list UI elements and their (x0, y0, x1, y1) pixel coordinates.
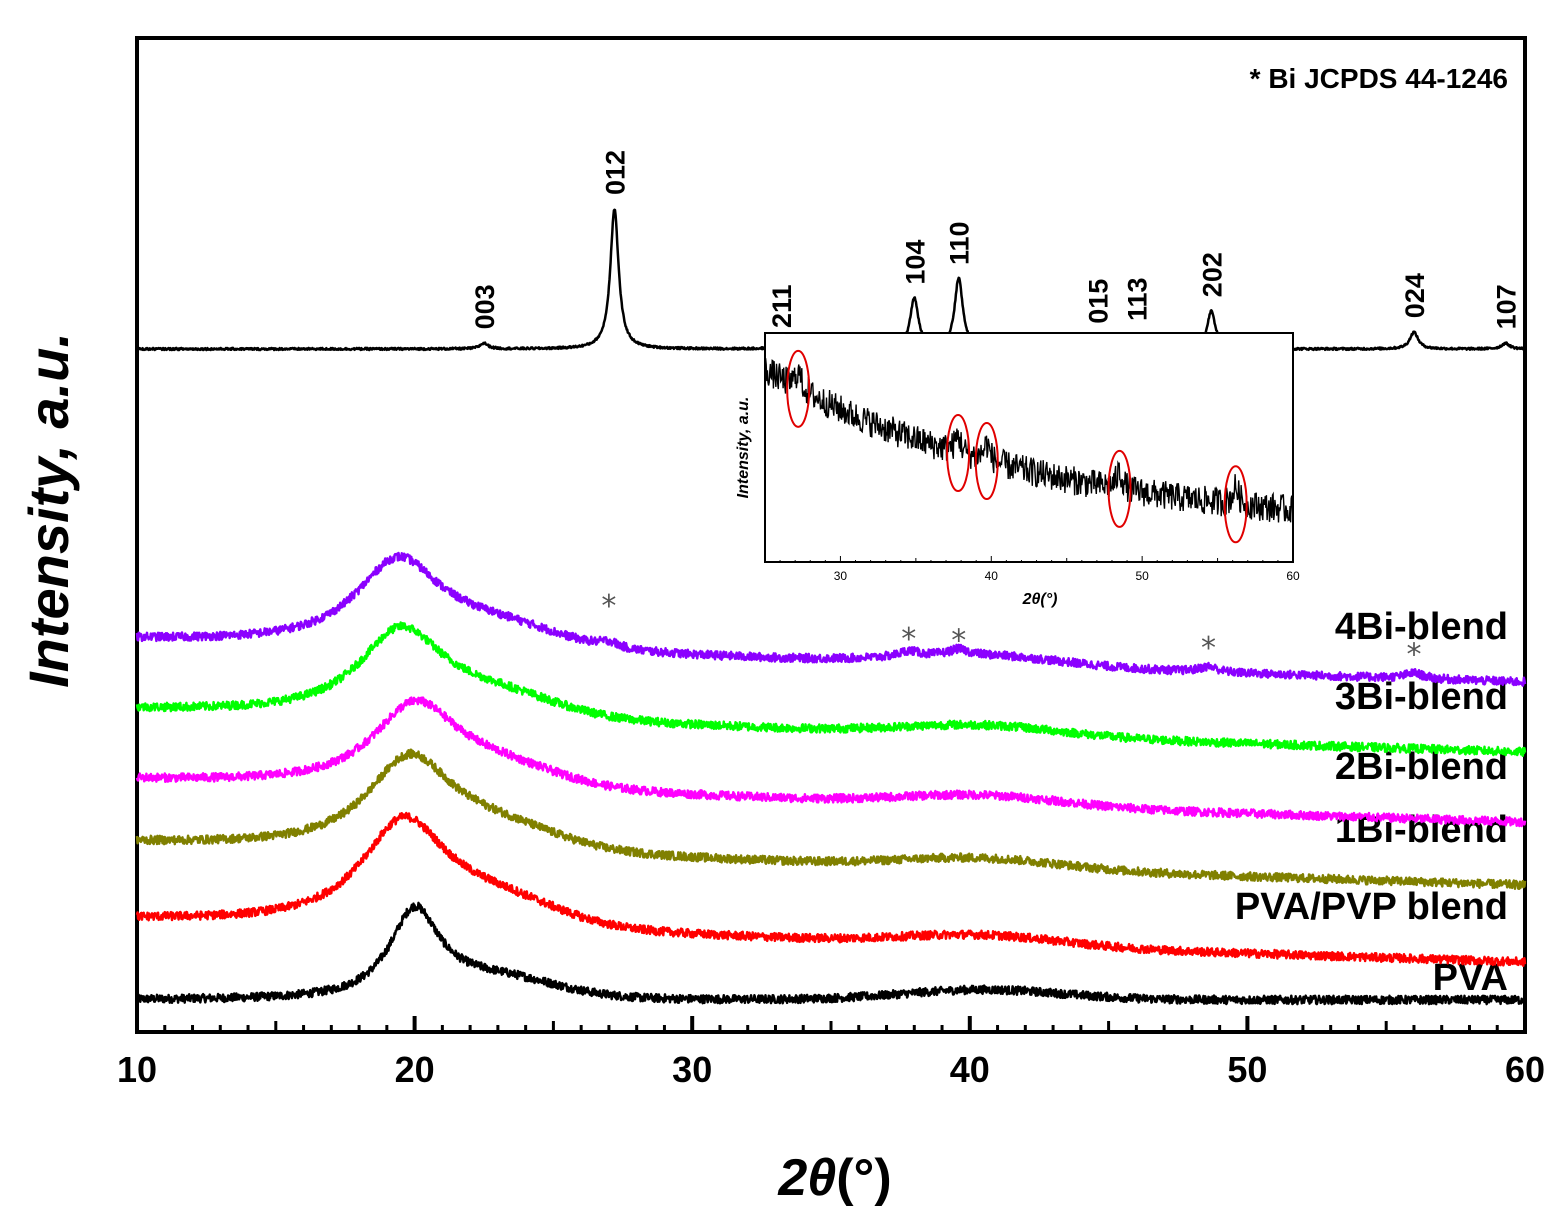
hkl-label: 202 (1197, 252, 1227, 297)
x-axis-ticks: 10 20 30 40 50 60 (117, 1016, 1545, 1090)
hkl-label: 113 (1122, 277, 1152, 321)
series-line-pva (135, 901, 1527, 1006)
x-tick-label: 10 (117, 1049, 157, 1090)
hkl-label: 107 (1492, 284, 1522, 329)
y-axis-label: Intensity, a.u. (17, 332, 80, 688)
x-tick-label: 20 (395, 1049, 435, 1090)
inset-tick-label: 60 (1286, 569, 1300, 583)
inset-peak-circle (974, 422, 999, 501)
inset-border (764, 332, 1294, 563)
x-tick-label: 50 (1227, 1049, 1267, 1090)
x-tick-label: 60 (1505, 1049, 1545, 1090)
inset-tick-label: 40 (985, 569, 999, 583)
inset-y-axis-label: Intensity, a.u. (735, 397, 752, 499)
hkl-label: 012 (601, 150, 631, 195)
x-axis-label-symbol: 2θ (777, 1149, 836, 1207)
hkl-label: 015 (1084, 279, 1114, 324)
hkl-labels: 003 012 211 104 110 015 113 202 024 107 (470, 150, 1522, 329)
x-tick-label: 30 (672, 1049, 712, 1090)
inset-chart: 30 40 50 60 Intensity, a.u. 2θ(°) (735, 332, 1300, 608)
hkl-label: 024 (1400, 273, 1430, 318)
star-marker: * (951, 624, 966, 659)
inset-series-line (764, 358, 1294, 523)
series-line-4bi-blend (135, 551, 1527, 687)
series-line-1bi-blend (135, 748, 1527, 891)
series-line-2bi-blend (135, 696, 1527, 828)
hkl-label: 003 (470, 284, 500, 329)
inset-peak-circle (1223, 465, 1248, 544)
inset-x-axis-label: 2θ(°) (1022, 591, 1058, 608)
hkl-label: 211 (767, 284, 797, 328)
hkl-label: 110 (945, 221, 975, 265)
series-label: 3Bi-blend (1335, 676, 1508, 718)
hkl-label: 104 (900, 240, 930, 285)
series-line-pva-pvp-blend (135, 811, 1527, 968)
star-marker: * (1201, 631, 1216, 666)
inset-peak-circle (946, 414, 971, 493)
bi-star-markers: * * * * * (601, 589, 1421, 672)
series-label: 4Bi-blend (1335, 606, 1508, 648)
inset-tick-label: 30 (834, 569, 848, 583)
inset-tick-label: 50 (1135, 569, 1149, 583)
x-axis-label-unit: (°) (836, 1149, 891, 1207)
series-label: PVA/PVP blend (1235, 886, 1508, 928)
series-line-3bi-blend (135, 621, 1527, 757)
star-marker: * (601, 589, 616, 624)
x-tick-label: 40 (950, 1049, 990, 1090)
reference-note: * Bi JCPDS 44-1246 (1250, 63, 1508, 94)
star-marker: * (901, 622, 916, 657)
inset-peak-circle (786, 349, 811, 428)
x-axis-label: 2θ(°) (777, 1149, 891, 1207)
star-marker: * (1406, 637, 1421, 672)
series-line-bi-reference (135, 208, 1526, 352)
inset-peak-circle (1107, 449, 1132, 528)
